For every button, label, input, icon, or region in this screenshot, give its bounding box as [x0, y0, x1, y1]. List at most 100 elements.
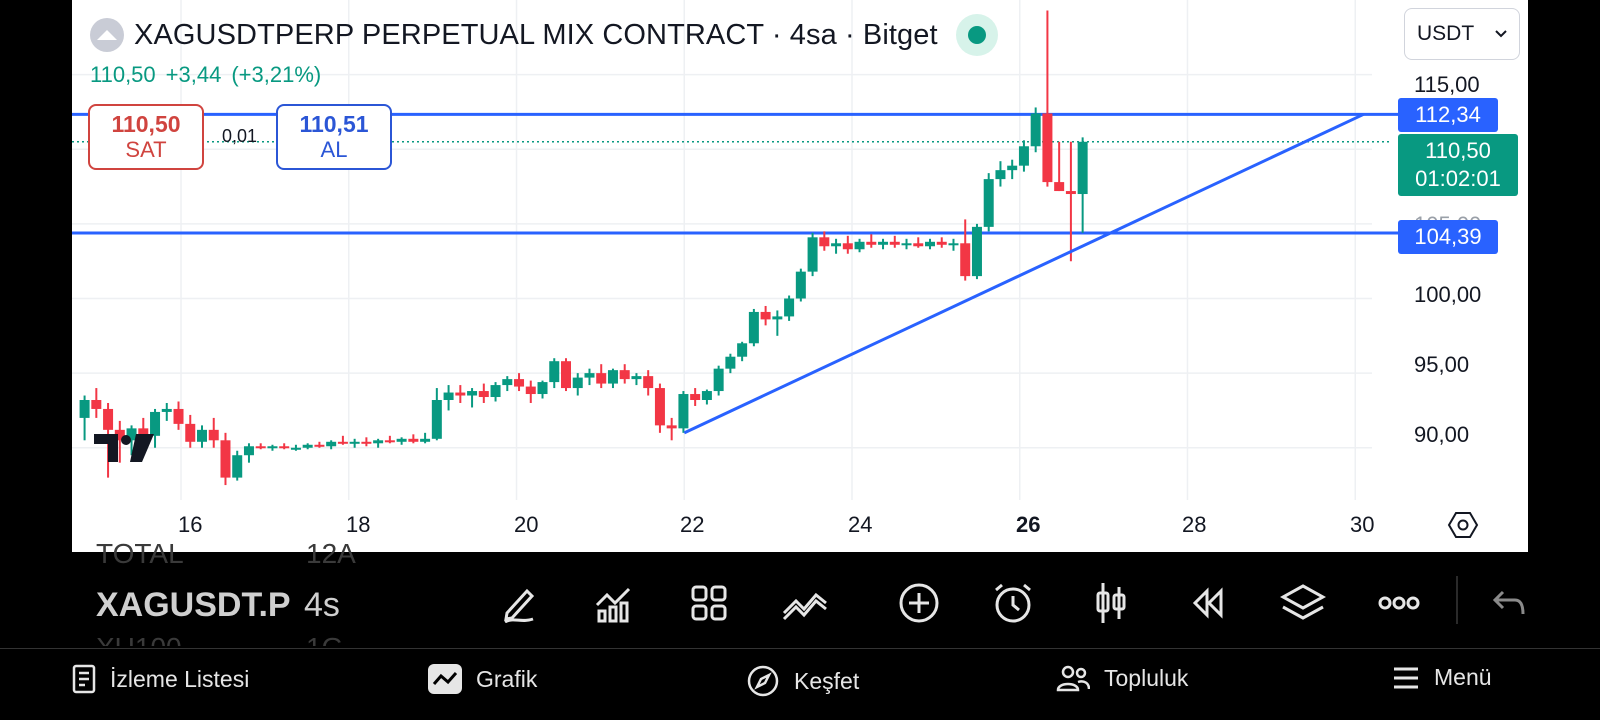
symbol-header[interactable]: XAGUSDTPERP PERPETUAL MIX CONTRACT · 4sa…: [90, 14, 998, 56]
candle-body: [842, 243, 853, 250]
exchange-logo-icon: [90, 18, 124, 52]
toolbar-symbol[interactable]: XAGUSDT.P: [96, 586, 291, 624]
nav-watchlist-label: İzleme Listesi: [110, 665, 250, 692]
price-axis-label: 90,00: [1414, 422, 1470, 447]
candle-body: [549, 361, 560, 383]
candle-body: [525, 386, 536, 395]
candle-body: [631, 376, 642, 380]
candle-body: [1030, 113, 1041, 147]
add-icon[interactable]: [896, 580, 942, 626]
compass-icon: [747, 665, 779, 697]
sell-button[interactable]: 110,50 SAT: [88, 104, 204, 170]
replay-icon[interactable]: [1184, 580, 1230, 626]
candle-body: [713, 368, 724, 392]
time-axis-label: 20: [514, 512, 539, 537]
candle-body: [666, 425, 677, 429]
candle-body: [537, 382, 548, 395]
price-chart[interactable]: [72, 0, 1528, 552]
candle-body: [514, 379, 525, 387]
candle-body: [384, 440, 395, 443]
candle-body: [913, 243, 924, 247]
nav-menu-label: Menü: [1434, 664, 1492, 690]
symbol-title[interactable]: XAGUSDTPERP PERPETUAL MIX CONTRACT · 4sa…: [134, 18, 938, 51]
candle-body: [220, 440, 231, 478]
candle-body: [302, 444, 313, 448]
candle-body: [373, 440, 384, 444]
settings-icon[interactable]: [1446, 508, 1480, 542]
bar-countdown: 01:02:01: [1415, 166, 1501, 191]
candle-body: [654, 388, 665, 426]
nav-chart[interactable]: Grafik: [428, 664, 537, 694]
compare-icon[interactable]: [782, 580, 828, 626]
time-axis-label: 30: [1350, 512, 1375, 537]
nav-watchlist[interactable]: İzleme Listesi: [72, 664, 249, 694]
candle-body: [854, 241, 865, 250]
indicators-icon[interactable]: [590, 580, 636, 626]
alert-clock-icon[interactable]: [990, 580, 1036, 626]
market-status-icon[interactable]: [955, 14, 998, 56]
candle-body: [349, 441, 360, 444]
candle-body: [150, 411, 161, 436]
candle-body: [1065, 191, 1076, 195]
candle-body: [596, 373, 607, 384]
toolbar-interval[interactable]: 4s: [304, 586, 340, 624]
candle-body: [1054, 182, 1065, 192]
candle-body: [995, 170, 1006, 180]
chart-panel[interactable]: XAGUSDTPERP PERPETUAL MIX CONTRACT · 4sa…: [72, 0, 1528, 552]
candle-body: [795, 271, 806, 299]
time-axis-label: 26: [1016, 512, 1041, 537]
price-change-pct: (+3,21%): [231, 62, 322, 87]
candle-body: [326, 441, 337, 447]
candle-body: [807, 237, 818, 272]
nav-community[interactable]: Topluluk: [1056, 664, 1188, 692]
candle-body: [690, 394, 701, 400]
candle-body: [948, 243, 959, 246]
tradingview-logo-icon: [94, 434, 154, 462]
pencil-icon[interactable]: [496, 580, 542, 626]
candle-body: [126, 428, 137, 441]
bottom-navigation: [0, 648, 1600, 720]
time-axis-label: 24: [848, 512, 873, 537]
candle-body: [455, 392, 466, 396]
candle-body: [572, 377, 583, 389]
candle-body: [478, 391, 489, 398]
watchlist-peek-symbol: XU100: [96, 632, 182, 646]
menu-icon: [1394, 667, 1418, 688]
time-axis-label: 22: [680, 512, 705, 537]
candle-body: [431, 400, 442, 439]
candle-body: [396, 438, 407, 442]
more-icon[interactable]: [1376, 580, 1422, 626]
candle-body: [831, 243, 842, 247]
undo-icon[interactable]: [1486, 580, 1532, 626]
buy-button[interactable]: 110,51 AL: [276, 104, 392, 170]
candle-body: [725, 356, 736, 369]
layers-icon[interactable]: [1280, 580, 1326, 626]
candles-icon[interactable]: [1088, 580, 1134, 626]
candle-body: [138, 428, 149, 436]
candle-body: [1042, 113, 1053, 183]
candle-body: [584, 373, 595, 378]
candle-body: [772, 316, 783, 320]
nav-menu[interactable]: Menü: [1392, 664, 1492, 691]
layout-grid-icon[interactable]: [686, 580, 732, 626]
candle-body: [91, 400, 102, 409]
watchlist-peek-value: 12A: [306, 538, 356, 569]
candle-body: [267, 446, 278, 449]
candle-body: [467, 391, 478, 396]
trend-line: [683, 112, 1365, 435]
watchlist-peek-symbol: TOTAL: [96, 538, 184, 569]
price-summary: 110,50 +3,44 (+3,21%): [90, 62, 321, 88]
nav-explore[interactable]: Keşfet: [746, 664, 859, 698]
price-axis-label: 95,00: [1414, 352, 1470, 377]
time-axis-label: 16: [178, 512, 203, 537]
candle-body: [232, 455, 243, 478]
candle-body: [760, 311, 771, 320]
candle-body: [208, 429, 219, 441]
buy-label: AL: [320, 137, 348, 162]
candle-body: [443, 392, 454, 400]
currency-select[interactable]: USDT: [1404, 8, 1520, 60]
current-price-tag: 110,50 01:02:01: [1398, 134, 1518, 196]
last-price: 110,50: [90, 62, 156, 87]
candle-body: [925, 241, 935, 247]
candle-body: [678, 394, 689, 429]
